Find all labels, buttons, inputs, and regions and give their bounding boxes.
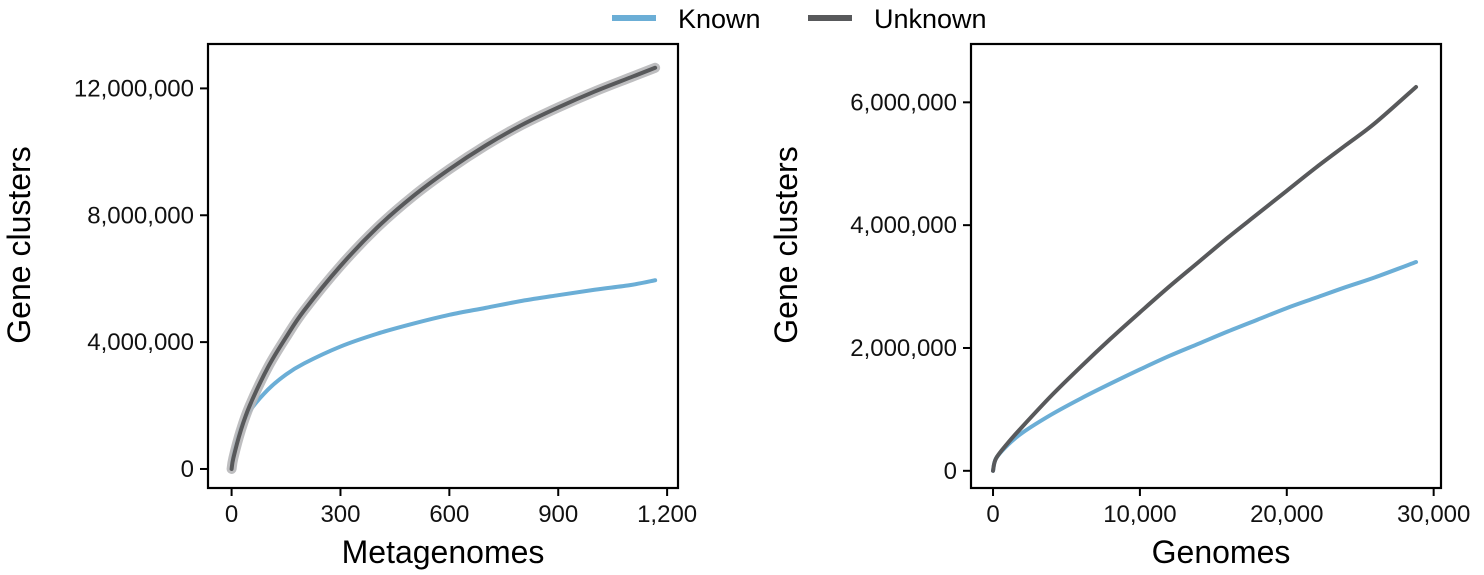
y-tick-label: 0	[944, 458, 957, 485]
plot-frame	[969, 42, 1443, 490]
plot-area	[226, 62, 661, 474]
metagenomes-chart: 0 300 600 900 1,200 0 4,000,000 8,000,000 12,00…	[1, 42, 697, 570]
y-tick-label: 12,000,000	[74, 75, 194, 102]
series-unknown-line	[991, 84, 1419, 473]
series-unknown-confidence-band	[226, 62, 661, 474]
y-axis-title: Gene clusters	[1, 146, 37, 343]
x-tick-label: 20,000	[1250, 501, 1323, 528]
x-axis-title: Metagenomes	[342, 534, 545, 570]
x-tick-label: 300	[320, 501, 360, 528]
y-tick-label: 8,000,000	[87, 202, 194, 229]
x-tick-label: 10,000	[1103, 501, 1176, 528]
x-tick-label: 0	[225, 501, 238, 528]
y-tick-label: 2,000,000	[850, 335, 957, 362]
legend-label-unknown: Unknown	[874, 4, 987, 34]
legend-label-known: Known	[678, 4, 761, 34]
genomes-chart: 0 10,000 20,000 30,000 0 2,000,000 4,000,000 6…	[768, 42, 1470, 570]
x-tick-label: 900	[538, 501, 578, 528]
plot-area	[991, 84, 1419, 473]
y-axis-title: Gene clusters	[768, 146, 804, 343]
legend: Known Unknown	[612, 4, 987, 34]
y-tick-label: 6,000,000	[850, 89, 957, 116]
x-tick-label: 1,200	[637, 501, 697, 528]
series-known-line	[229, 278, 658, 471]
y-axis-ticks: 0 4,000,000 8,000,000 12,000,000	[74, 75, 208, 483]
x-tick-label: 600	[429, 501, 469, 528]
x-axis-title: Genomes	[1152, 534, 1291, 570]
series-unknown-line	[229, 65, 658, 471]
plot-frame	[206, 42, 680, 490]
x-tick-label: 30,000	[1397, 501, 1470, 528]
x-axis-ticks: 0 300 600 900 1,200	[225, 488, 697, 528]
y-axis-ticks: 0 2,000,000 4,000,000 6,000,000	[850, 89, 971, 485]
y-tick-label: 0	[181, 456, 194, 483]
y-tick-label: 4,000,000	[87, 329, 194, 356]
y-tick-label: 4,000,000	[850, 212, 957, 239]
x-axis-ticks: 0 10,000 20,000 30,000	[986, 488, 1470, 528]
x-tick-label: 0	[986, 501, 999, 528]
series-known-line	[991, 260, 1419, 473]
